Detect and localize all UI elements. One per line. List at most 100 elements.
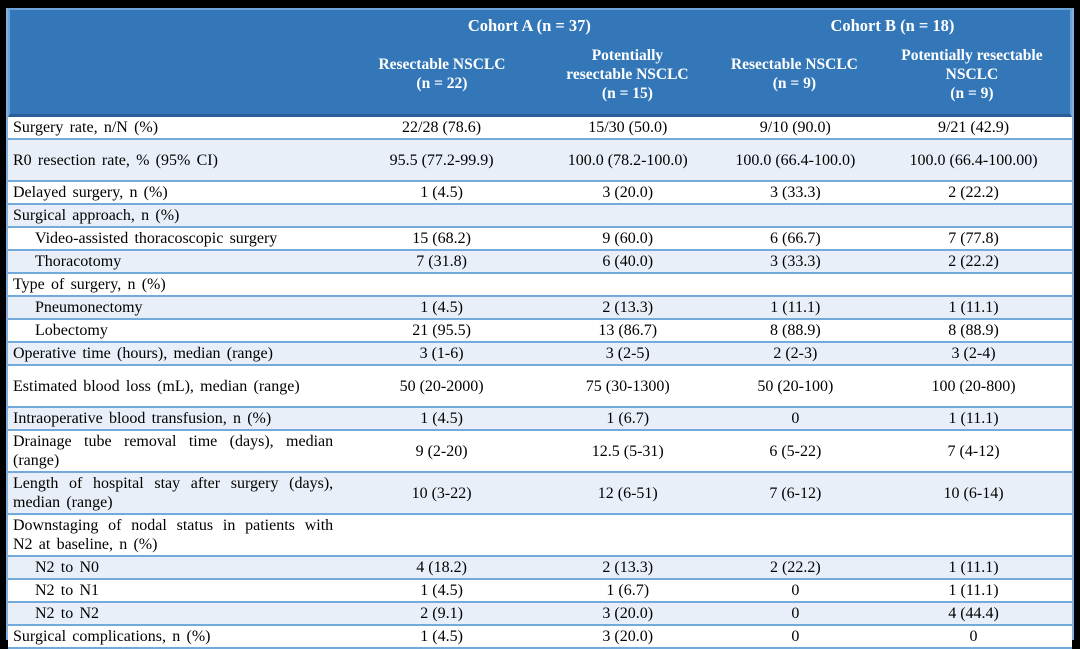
cell-value xyxy=(540,534,716,536)
column-header-cohort-a-resectable: Resectable NSCLC (n = 22) xyxy=(344,55,540,93)
table-row: Pneumonectomy 1 (4.5) 2 (13.3) 1 (11.1) 1 (1… xyxy=(8,297,1072,320)
cell-value xyxy=(716,284,876,286)
cell-value: 1 (11.1) xyxy=(948,299,999,316)
row-label: Type of surgery, n (%) xyxy=(13,276,166,293)
cohort-a-header: Cohort A (n = 37) xyxy=(467,16,591,35)
column-header-line: Potentially resectable xyxy=(901,46,1043,64)
cell-value xyxy=(875,215,1072,217)
table-row: Type of surgery, n (%) xyxy=(8,274,1072,297)
cell-value: 3 (20.0) xyxy=(602,605,654,622)
cell-value: 9 (2-20) xyxy=(415,442,468,460)
cell-value: 3 (20.0) xyxy=(602,184,654,201)
column-header-line: NSCLC xyxy=(945,65,999,83)
table-row: Video-assisted thoracoscopic surgery 15 (… xyxy=(8,228,1072,251)
row-label: Downstaging of nodal status in patients … xyxy=(13,517,334,553)
row-label: R0 resection rate, % (95% CI) xyxy=(13,151,218,169)
cell-value: 3 (33.3) xyxy=(770,253,821,270)
cohort-header-row: Cohort A (n = 37) Cohort B (n = 18) xyxy=(10,14,1070,40)
table-row: Lobectomy 21 (95.5) 13 (86.7) 8 (88.9) 8 (88… xyxy=(8,320,1072,343)
cell-value: 12.5 (5-31) xyxy=(591,442,664,460)
table-row: Surgery rate, n/N (%) 22/28 (78.6) 15/30 (… xyxy=(8,117,1072,140)
cell-value: 10 (3-22) xyxy=(411,484,472,502)
table-row: R0 resection rate, % (95% CI) 95.5 (77.2-… xyxy=(8,140,1072,182)
row-label: Surgical complications, n (%) xyxy=(13,628,211,645)
cell-value: 50 (20-2000) xyxy=(399,377,484,395)
column-header-line: (n = 9) xyxy=(950,84,994,102)
cell-value xyxy=(875,284,1072,286)
cell-value: 7 (31.8) xyxy=(416,253,467,270)
row-label: N2 to N0 xyxy=(35,559,100,576)
table-row: Surgical complications, n (%) 1 (4.5) 3 (2… xyxy=(8,626,1072,649)
cell-value: 15/30 (50.0) xyxy=(588,119,668,136)
table-row: N2 to N0 4 (18.2) 2 (13.3) 2 (22.2) 1 (11.1) xyxy=(8,557,1072,580)
row-label: Lobectomy xyxy=(35,322,108,339)
cell-value: 1 (11.1) xyxy=(948,410,999,427)
table-row: Downstaging of nodal status in patients … xyxy=(8,515,1072,557)
cell-value: 3 (2-5) xyxy=(605,345,650,362)
cell-value: 2 (22.2) xyxy=(948,253,999,270)
cell-value: 3 (1-6) xyxy=(419,345,464,362)
table-header: Cohort A (n = 37) Cohort B (n = 18) Rese… xyxy=(8,8,1072,117)
cell-value: 0 xyxy=(969,628,978,645)
cell-value: 6 (5-22) xyxy=(769,442,822,460)
cell-value xyxy=(540,215,716,217)
cell-value: 1 (6.7) xyxy=(606,582,650,599)
row-label: Operative time (hours), median (range) xyxy=(13,345,273,362)
cell-value: 3 (20.0) xyxy=(602,628,654,645)
cell-value: 100.0 (66.4-100.0) xyxy=(735,151,856,169)
cell-value: 8 (88.9) xyxy=(948,322,999,339)
table-row: Drainage tube removal time (days), media… xyxy=(8,431,1072,473)
cell-value: 9/10 (90.0) xyxy=(759,119,831,136)
cell-value: 1 (4.5) xyxy=(420,184,463,201)
table-row: Delayed surgery, n (%) 1 (4.5) 3 (20.0) 3 (… xyxy=(8,182,1072,205)
table-row: N2 to N2 2 (9.1) 3 (20.0) 0 4 (44.4) xyxy=(8,603,1072,626)
column-header-line: (n = 22) xyxy=(416,75,468,92)
table-row: Operative time (hours), median (range) 3 … xyxy=(8,343,1072,366)
column-header-cohort-a-potentially-resectable: Potentially resectable NSCLC (n = 15) xyxy=(540,46,715,103)
cell-value: 3 (33.3) xyxy=(770,184,821,201)
cell-value: 100.0 (78.2-100.0) xyxy=(567,151,688,169)
column-header-line: resectable NSCLC xyxy=(566,65,689,83)
cell-value: 50 (20-100) xyxy=(757,377,834,395)
table-row: Surgical approach, n (%) xyxy=(8,205,1072,228)
cell-value: 6 (40.0) xyxy=(602,253,654,270)
table-body: Surgery rate, n/N (%) 22/28 (78.6) 15/30 (… xyxy=(8,117,1072,649)
cell-value: 75 (30-1300) xyxy=(585,377,670,395)
row-label: Estimated blood loss (mL), median (range… xyxy=(13,377,300,395)
cell-value: 2 (22.2) xyxy=(948,184,999,201)
cell-value: 10 (6-14) xyxy=(943,484,1004,502)
cell-value: 3 (2-4) xyxy=(951,345,996,362)
cell-value xyxy=(716,534,876,536)
row-label: Length of hospital stay after surgery (d… xyxy=(13,475,334,511)
cell-value: 6 (66.7) xyxy=(770,230,821,247)
cell-value: 1 (11.1) xyxy=(948,559,999,576)
cell-value xyxy=(716,215,876,217)
row-label: Drainage tube removal time (days), media… xyxy=(13,433,334,469)
table-row: Thoracotomy 7 (31.8) 6 (40.0) 3 (33.3) 2 (22… xyxy=(8,251,1072,274)
row-label: Pneumonectomy xyxy=(35,299,143,316)
row-label: Thoracotomy xyxy=(35,253,122,270)
cell-value: 0 xyxy=(791,410,800,427)
cell-value: 2 (13.3) xyxy=(602,299,654,316)
column-header-line: Resectable NSCLC xyxy=(730,56,858,73)
header-label-spacer xyxy=(10,14,344,40)
cell-value: 9 (60.0) xyxy=(602,230,654,247)
cell-value: 0 xyxy=(791,582,800,599)
cell-value: 9/21 (42.9) xyxy=(937,119,1010,136)
cell-value: 21 (95.5) xyxy=(412,322,471,339)
column-header-line: (n = 9) xyxy=(772,75,817,92)
cell-value: 7 (6-12) xyxy=(769,484,822,502)
cell-value xyxy=(343,534,540,536)
row-label: Intraoperative blood transfusion, n (%) xyxy=(13,410,272,427)
cell-value xyxy=(343,215,540,217)
cell-value: 95.5 (77.2-99.9) xyxy=(389,151,494,169)
cell-value: 8 (88.9) xyxy=(770,322,821,339)
cell-value: 1 (4.5) xyxy=(420,628,463,645)
cell-value: 13 (86.7) xyxy=(598,322,658,339)
cell-value: 0 xyxy=(791,605,800,622)
cell-value: 1 (4.5) xyxy=(420,410,463,427)
column-header-line: Resectable NSCLC xyxy=(378,56,506,73)
cell-value xyxy=(343,284,540,286)
cell-value: 2 (22.2) xyxy=(770,559,821,576)
column-header-cohort-b-resectable: Resectable NSCLC (n = 9) xyxy=(715,55,874,93)
